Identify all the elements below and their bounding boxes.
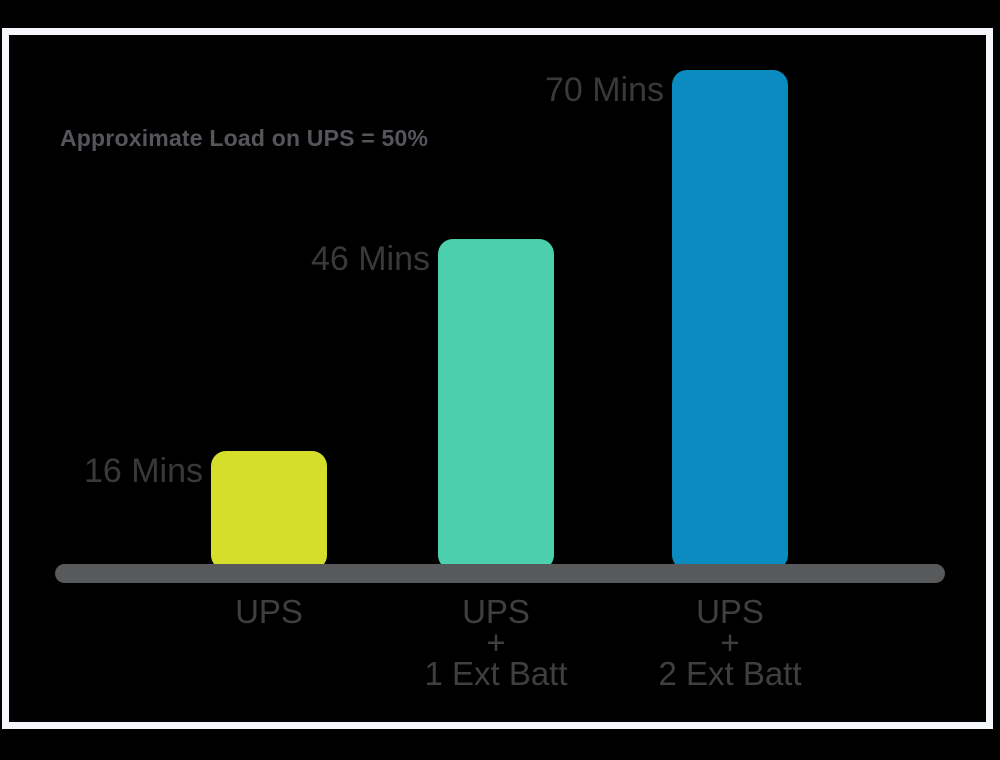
bar-ups bbox=[211, 451, 327, 570]
x-axis-label-ups: UPS bbox=[235, 593, 303, 630]
bar-value-label-ups: 16 Mins bbox=[83, 452, 203, 490]
bar-ups-1-ext-batt bbox=[438, 239, 554, 570]
bar-value-label-ups-2-ext-batt: 70 Mins bbox=[544, 71, 664, 109]
x-axis-label-ups-1-ext-batt: UPS +1 Ext Batt bbox=[424, 593, 568, 692]
bar-ups-2-ext-batt bbox=[672, 70, 788, 570]
bar-value-label-ups-1-ext-batt: 46 Mins bbox=[310, 240, 430, 278]
chart-title: Approximate Load on UPS = 50% bbox=[60, 125, 429, 151]
x-axis-label-ups-2-ext-batt: UPS +2 Ext Batt bbox=[658, 593, 802, 692]
chart-frame-border bbox=[2, 28, 993, 729]
x-axis-baseline bbox=[55, 564, 945, 583]
